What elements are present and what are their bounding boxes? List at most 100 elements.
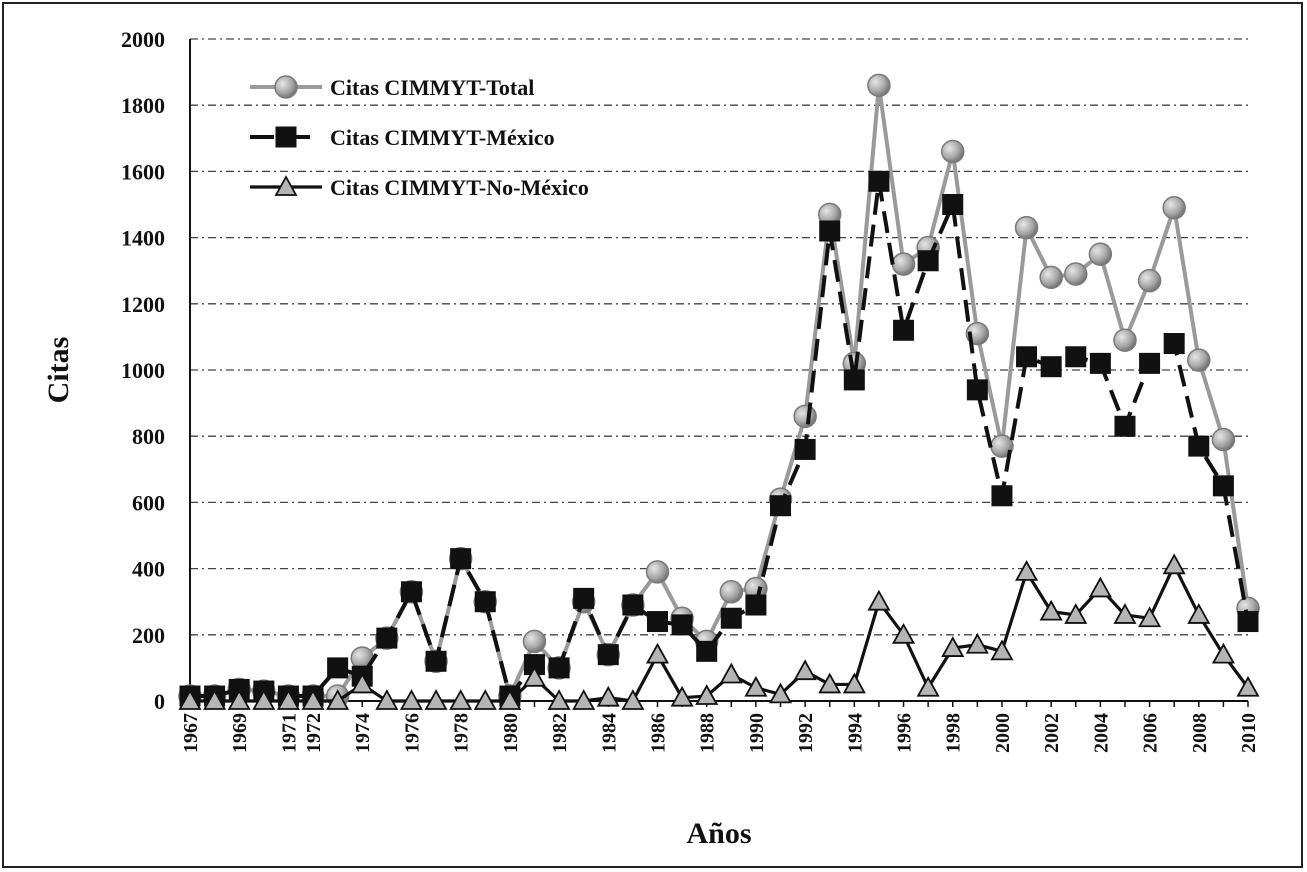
data-point bbox=[671, 614, 693, 636]
data-point bbox=[991, 485, 1013, 507]
data-point bbox=[940, 139, 965, 164]
data-point bbox=[1162, 553, 1186, 575]
y-tick-label: 2000 bbox=[121, 27, 165, 52]
x-axis-title: Años bbox=[686, 817, 751, 850]
data-point bbox=[1138, 606, 1162, 628]
x-tick-label: 1969 bbox=[229, 713, 251, 753]
legend-marker bbox=[274, 175, 298, 196]
legend-label: Citas CIMMYT-No-México bbox=[330, 175, 589, 200]
x-tick-label: 2000 bbox=[992, 713, 1014, 753]
data-point bbox=[1016, 346, 1038, 368]
data-point bbox=[1163, 333, 1185, 355]
data-point bbox=[744, 675, 768, 697]
legend-entry: Citas CIMMYT-Total bbox=[250, 75, 534, 100]
data-point bbox=[794, 438, 816, 460]
data-point bbox=[941, 636, 965, 657]
data-point bbox=[1040, 356, 1062, 378]
data-point bbox=[942, 194, 964, 215]
y-tick-label: 1200 bbox=[121, 292, 165, 317]
data-point bbox=[720, 607, 742, 629]
data-point bbox=[276, 689, 300, 710]
x-tick-label: 2008 bbox=[1189, 713, 1211, 753]
legend: Citas CIMMYT-Total Citas CIMMYT-México Cit… bbox=[250, 75, 589, 200]
data-point bbox=[450, 548, 472, 570]
data-point bbox=[399, 689, 423, 710]
x-tick-label: 2006 bbox=[1140, 713, 1162, 753]
legend-entry: Citas CIMMYT-No-México bbox=[250, 175, 589, 200]
y-tick-label: 400 bbox=[132, 557, 165, 582]
data-point bbox=[1162, 196, 1186, 220]
data-point bbox=[818, 672, 842, 694]
data-point bbox=[573, 587, 595, 609]
legend-marker bbox=[275, 126, 297, 148]
data-point bbox=[966, 379, 988, 401]
y-tick-labels: 0 200 400 600 800 1000 1200 1400 1600 1800 2000 bbox=[121, 27, 165, 714]
x-tick-label: 2010 bbox=[1238, 713, 1260, 753]
x-tick-label: 1974 bbox=[352, 713, 374, 753]
data-point bbox=[621, 689, 645, 710]
x-tick-label: 1990 bbox=[746, 713, 768, 753]
x-tick-label: 1998 bbox=[943, 713, 965, 753]
data-point bbox=[1039, 599, 1063, 621]
data-point bbox=[474, 591, 496, 613]
data-point bbox=[596, 685, 620, 707]
data-point bbox=[768, 682, 793, 704]
data-point bbox=[842, 672, 866, 694]
data-point bbox=[645, 560, 670, 584]
data-point bbox=[965, 632, 989, 654]
data-point bbox=[696, 640, 718, 662]
data-point bbox=[1237, 611, 1259, 633]
y-tick-label: 800 bbox=[132, 424, 165, 449]
y-tick-label: 200 bbox=[132, 623, 165, 648]
data-point bbox=[327, 657, 349, 679]
x-tick-label: 2004 bbox=[1090, 713, 1112, 753]
data-point bbox=[1187, 603, 1211, 624]
data-point bbox=[1212, 475, 1234, 497]
data-point bbox=[719, 662, 743, 684]
data-point bbox=[301, 689, 325, 710]
data-point bbox=[522, 665, 546, 687]
y-tick-label: 1000 bbox=[121, 358, 165, 383]
data-point bbox=[522, 629, 547, 654]
data-point bbox=[449, 689, 473, 710]
data-point bbox=[178, 689, 202, 710]
x-tick-label: 1972 bbox=[303, 713, 325, 753]
x-tick-label: 2002 bbox=[1041, 713, 1063, 753]
data-point bbox=[646, 611, 668, 633]
data-point bbox=[745, 594, 767, 616]
data-point bbox=[916, 675, 940, 697]
data-point bbox=[793, 659, 817, 681]
legend-marker bbox=[274, 75, 298, 99]
data-point bbox=[326, 689, 350, 710]
data-point bbox=[990, 639, 1014, 661]
data-point bbox=[868, 170, 890, 192]
data-point bbox=[793, 404, 817, 429]
data-point bbox=[867, 589, 891, 611]
data-point bbox=[1064, 603, 1088, 624]
data-point bbox=[1236, 675, 1260, 697]
data-point bbox=[572, 689, 596, 710]
data-point bbox=[1137, 268, 1162, 293]
legend-entry: Citas CIMMYT-México bbox=[250, 125, 555, 150]
data-point bbox=[425, 650, 447, 672]
data-point bbox=[1211, 642, 1235, 664]
data-point bbox=[770, 495, 792, 517]
data-point bbox=[1139, 352, 1161, 374]
data-point bbox=[1064, 262, 1088, 286]
data-point bbox=[1114, 415, 1136, 437]
x-tick-label: 1980 bbox=[500, 713, 522, 753]
x-tick-label: 1984 bbox=[598, 713, 620, 753]
x-tick-label: 1976 bbox=[401, 713, 423, 753]
series-1 bbox=[178, 73, 1260, 708]
data-point bbox=[719, 580, 744, 604]
x-tick-label: 1971 bbox=[278, 713, 300, 753]
data-point bbox=[203, 689, 227, 710]
data-point bbox=[1088, 242, 1113, 266]
data-point bbox=[424, 689, 448, 710]
y-tick-label: 1600 bbox=[121, 159, 165, 184]
y-tick-label: 1800 bbox=[121, 93, 165, 118]
x-tick-label: 1967 bbox=[180, 713, 202, 753]
x-tick-label: 1992 bbox=[795, 713, 817, 753]
data-point bbox=[892, 622, 916, 644]
